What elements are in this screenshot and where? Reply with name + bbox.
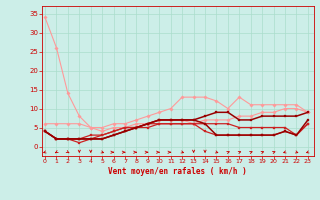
X-axis label: Vent moyen/en rafales ( km/h ): Vent moyen/en rafales ( km/h ) [108, 167, 247, 176]
